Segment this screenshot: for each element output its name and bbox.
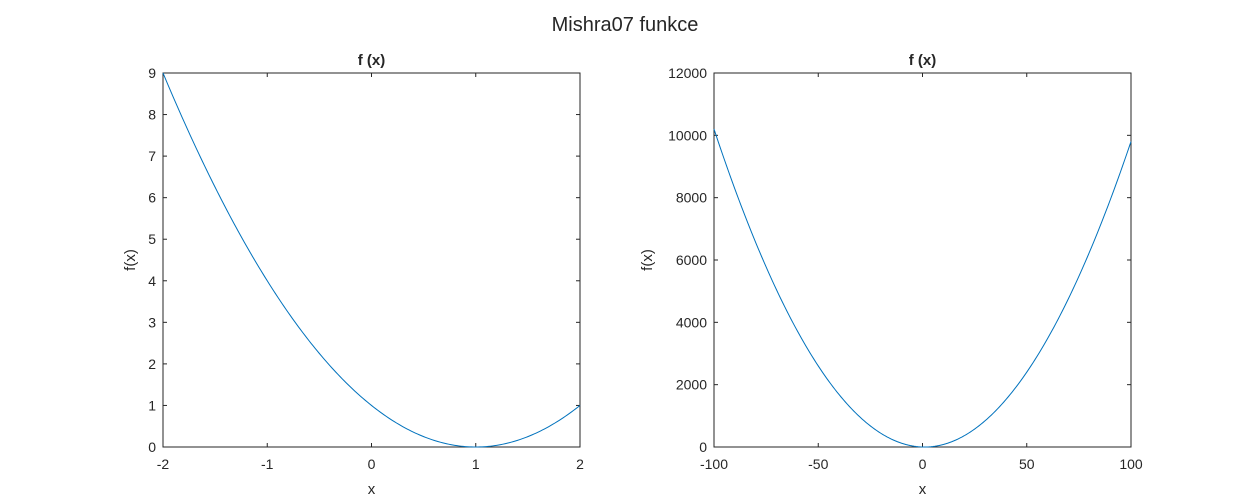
x-tick-label: -1 (261, 456, 274, 472)
y-axis-label: f(x) (639, 249, 656, 271)
y-tick-label: 4000 (676, 314, 707, 330)
y-tick-label: 12000 (668, 65, 707, 81)
x-tick-label: 1 (472, 456, 480, 472)
plots-group: -2 -1 0 1 2 0 1 2 3 4 5 6 7 8 9 f (x) x f(x) -100 -50 0 50 100… (122, 52, 1143, 498)
series-line-1 (713, 128, 1132, 448)
axes-box (713, 72, 1132, 448)
x-tick-label: -100 (700, 456, 728, 472)
subplot-1: -2 -1 0 1 2 0 1 2 3 4 5 6 7 8 9 f (x) x f(x) (122, 52, 584, 498)
figure-title: Mishra07 funkce (552, 14, 699, 36)
y-tick-label: 0 (148, 439, 156, 455)
y-tick-label: 10000 (668, 127, 707, 143)
x-tick-label: 0 (919, 456, 927, 472)
y-tick-label: 6 (148, 190, 156, 206)
x-tick-label: -2 (157, 456, 170, 472)
x-tick-label: 50 (1019, 456, 1035, 472)
x-axis-label: x (368, 481, 376, 498)
x-axis-label: x (919, 481, 927, 498)
series-line-1 (162, 72, 581, 448)
y-tick-label: 1 (148, 397, 156, 413)
y-tick-label: 9 (148, 65, 156, 81)
y-tick-label: 3 (148, 314, 156, 330)
x-tick-label: 2 (576, 456, 584, 472)
subplot-2: -100 -50 0 50 100 0 2000 4000 6000 8000 10000 12000… (639, 52, 1143, 498)
x-tick-label: 100 (1119, 456, 1143, 472)
subplot-title: f (x) (909, 52, 937, 69)
axes-box (162, 72, 581, 448)
y-tick-label: 8 (148, 107, 156, 123)
x-tick-label: -50 (808, 456, 828, 472)
y-tick-label: 7 (148, 148, 156, 164)
subplot-title: f (x) (358, 52, 386, 69)
y-tick-label: 6000 (676, 252, 707, 268)
y-tick-label: 2000 (676, 377, 707, 393)
y-tick-label: 8000 (676, 190, 707, 206)
y-tick-label: 5 (148, 231, 156, 247)
y-tick-label: 4 (148, 273, 156, 289)
y-tick-label: 2 (148, 356, 156, 372)
x-tick-label: 0 (368, 456, 376, 472)
y-axis-label: f(x) (122, 249, 139, 271)
y-tick-label: 0 (699, 439, 707, 455)
